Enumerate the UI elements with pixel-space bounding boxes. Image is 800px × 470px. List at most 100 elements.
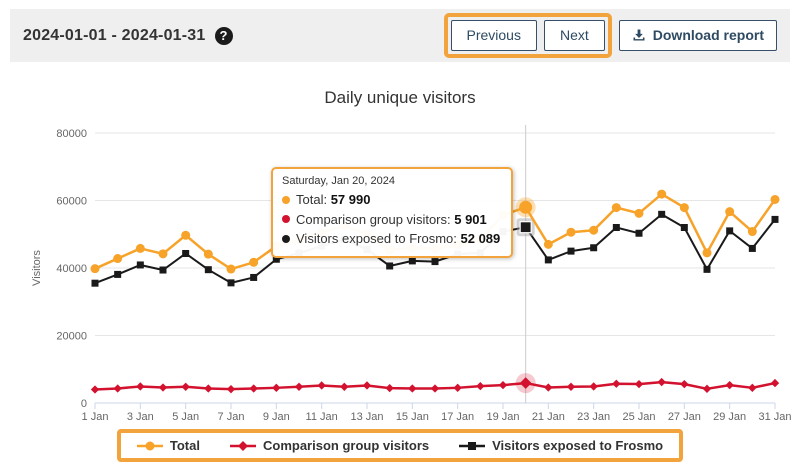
x-tick-label: 3 Jan	[127, 411, 154, 423]
circle-marker	[747, 227, 757, 237]
square-marker	[182, 249, 190, 257]
square-marker	[726, 227, 734, 235]
diamond-marker	[136, 382, 145, 391]
square-marker	[748, 244, 756, 252]
diamond-marker	[566, 382, 576, 391]
x-tick-label: 23 Jan	[577, 411, 610, 423]
line-chart[interactable]: 0 20000 40000 60000 80000 Visitors 1 Jan 3 Jan 5…	[0, 112, 800, 424]
x-tick-label: 1 Jan	[82, 411, 109, 423]
square-marker	[250, 273, 258, 281]
tooltip-row-text: Total: 57 990	[296, 192, 371, 207]
diamond-marker	[702, 384, 712, 393]
circle-marker	[90, 264, 100, 274]
tooltip-row-text: Visitors exposed to Frosmo: 52 089	[296, 231, 501, 246]
tooltip-row-value: 57 990	[330, 192, 371, 207]
circle-marker	[181, 230, 191, 240]
circle-marker	[657, 189, 667, 199]
circle-marker	[135, 243, 145, 253]
tooltip-series-dot-icon	[282, 215, 290, 224]
chart-title: Daily unique visitors	[324, 88, 476, 107]
x-tick-label: 15 Jan	[396, 411, 429, 423]
diamond-marker	[748, 383, 757, 392]
date-range-label: 2024-01-01 - 2024-01-31	[23, 26, 206, 44]
legend-label: Visitors exposed to Frosmo	[492, 438, 664, 453]
circle-marker	[702, 248, 712, 258]
diamond-marker	[680, 379, 689, 389]
square-marker	[136, 261, 144, 269]
diamond-marker	[476, 381, 485, 391]
circle-marker	[611, 203, 621, 213]
legend-label: Comparison group visitors	[262, 438, 430, 453]
x-tick-label: 9 Jan	[263, 411, 290, 423]
diamond-marker	[158, 383, 168, 392]
header-bar: 2024-01-01 - 2024-01-31 ? Previous Next …	[10, 9, 790, 62]
tooltip-row-text: Comparison group visitors: 5 901	[296, 211, 487, 227]
circle-marker	[543, 239, 553, 249]
x-tick-label: 21 Jan	[532, 411, 565, 423]
tooltip-series-dot-icon	[282, 234, 290, 243]
legend-item[interactable]: Total	[136, 438, 200, 453]
tooltip-row-value: 5 901	[454, 211, 487, 227]
x-tick-label: 5 Jan	[172, 411, 199, 423]
x-tick-label: 19 Jan	[486, 411, 519, 423]
tooltip-series-dot-icon	[282, 195, 290, 204]
square-marker	[519, 221, 532, 234]
square-marker	[386, 262, 394, 270]
x-tick-label: 29 Jan	[713, 411, 746, 423]
square-marker	[544, 256, 552, 264]
next-button[interactable]: Next	[543, 20, 605, 51]
y-tick-label: 20000	[56, 331, 87, 343]
y-tick-label: 60000	[56, 196, 87, 208]
diamond-marker	[725, 380, 734, 390]
square-marker	[658, 210, 666, 218]
y-tick-label: 80000	[56, 128, 87, 140]
circle-marker	[566, 227, 576, 237]
circle-marker	[249, 257, 259, 267]
circle-marker	[589, 225, 599, 235]
diamond-marker	[90, 385, 100, 394]
tooltip-rows: Total: 57 990 Comparison group visitors: …	[282, 190, 500, 249]
tooltip-date: Saturday, Jan 20, 2024	[282, 175, 395, 187]
previous-button[interactable]: Previous	[450, 20, 537, 51]
header-left: 2024-01-01 - 2024-01-31 ?	[23, 26, 233, 45]
square-marker	[703, 265, 711, 273]
square-marker	[272, 255, 280, 263]
square-marker	[635, 229, 643, 237]
legend-item[interactable]: Visitors exposed to Frosmo	[459, 438, 663, 453]
diamond-marker	[362, 381, 372, 390]
x-tick-label: 17 Jan	[441, 411, 474, 423]
diamond-marker	[181, 382, 190, 391]
download-report-button[interactable]: Download report	[618, 20, 777, 51]
y-tick-label: 0	[81, 398, 87, 410]
diamond-marker	[657, 377, 666, 387]
diamond-marker	[453, 383, 462, 392]
tooltip-row: Total: 57 990	[282, 190, 500, 210]
circle-marker	[158, 249, 168, 259]
square-marker	[227, 279, 235, 287]
diamond-marker	[385, 383, 394, 393]
diamond-marker	[544, 383, 553, 392]
legend-item[interactable]: Comparison group visitors	[229, 438, 430, 453]
x-tick-label: 31 Jan	[758, 411, 791, 423]
x-tick-label: 25 Jan	[622, 411, 655, 423]
download-icon	[632, 28, 646, 42]
y-tick-label: 40000	[56, 263, 87, 275]
header-right: Previous Next Download report	[443, 13, 777, 58]
diamond-marker	[498, 380, 508, 390]
square-marker	[771, 215, 779, 223]
circle-marker	[519, 200, 533, 214]
diamond-marker	[272, 383, 281, 392]
square-marker	[114, 270, 122, 278]
download-report-label: Download report	[652, 27, 764, 44]
diamond-marker	[430, 384, 440, 393]
square-marker	[91, 279, 99, 287]
circle-marker	[679, 203, 689, 213]
help-icon[interactable]: ?	[214, 26, 233, 45]
diamond-marker	[113, 384, 122, 393]
square-marker	[159, 266, 167, 274]
x-tick-label: 11 Jan	[306, 411, 338, 423]
diamond-marker	[634, 379, 644, 389]
x-tick-label: 13 Jan	[350, 411, 383, 423]
legend-label: Total	[169, 438, 200, 453]
